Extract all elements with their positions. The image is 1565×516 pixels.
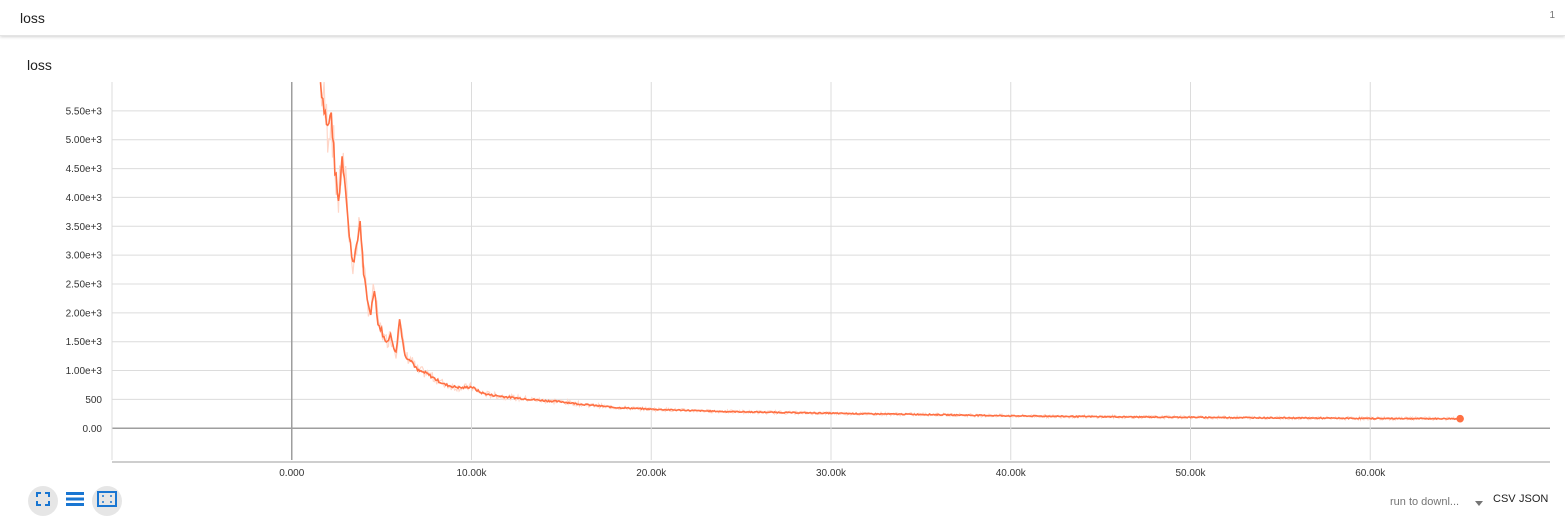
x-tick-label: 20.00k [636,468,667,479]
y-tick-label: 2.00e+3 [66,308,103,319]
group-count: 1 [1549,10,1555,21]
chevron-down-icon[interactable] [1475,501,1483,506]
axis-layer: 0.00 500 1.00e+3 1.50e+3 2.00e+3 2.50e+3 3.00e… [66,106,1550,479]
expand-button[interactable] [28,486,58,516]
fit-domain-button[interactable] [92,486,122,516]
download-csv-link[interactable]: CSV [1493,493,1516,505]
y-tick-label: 2.50e+3 [66,279,103,290]
y-tick-label: 5.50e+3 [66,106,103,117]
grid-layer [111,82,1550,460]
x-tick-label: 60.00k [1355,468,1386,479]
list-icon [66,491,84,512]
fit-to-data-icon [97,490,117,512]
last-point-marker [1456,414,1464,423]
smoothed-series-line [319,82,1461,421]
smoothed-series-layer [319,82,1464,423]
raw-series-layer [319,81,1461,422]
x-tick-label: 10.00k [456,468,487,479]
x-tick-label: 50.00k [1175,468,1206,479]
y-tick-label: 5.00e+3 [66,135,103,146]
x-tick-label: 40.00k [996,468,1027,479]
y-tick-label: 1.50e+3 [66,337,103,348]
y-tick-label: 4.00e+3 [66,193,103,204]
y-tick-label: 4.50e+3 [66,164,103,175]
group-header[interactable]: loss 1 [0,0,1565,36]
y-tick-label: 0.00 [83,424,103,435]
y-tick-label: 3.00e+3 [66,251,103,262]
y-tick-label: 500 [85,395,102,406]
expand-icon [36,491,50,511]
toggle-log-scale-button[interactable] [60,486,90,516]
x-tick-label: 0.000 [279,468,304,479]
x-tick-label: 30.00k [816,468,847,479]
download-json-link[interactable]: JSON [1519,493,1549,505]
y-tick-label: 1.00e+3 [66,366,103,377]
group-title: loss [20,10,45,26]
run-select-dropdown[interactable]: run to downl... [1390,496,1460,508]
raw-series-line [319,81,1461,422]
y-tick-label: 3.50e+3 [66,222,103,233]
chart-card-title: loss [27,57,52,73]
